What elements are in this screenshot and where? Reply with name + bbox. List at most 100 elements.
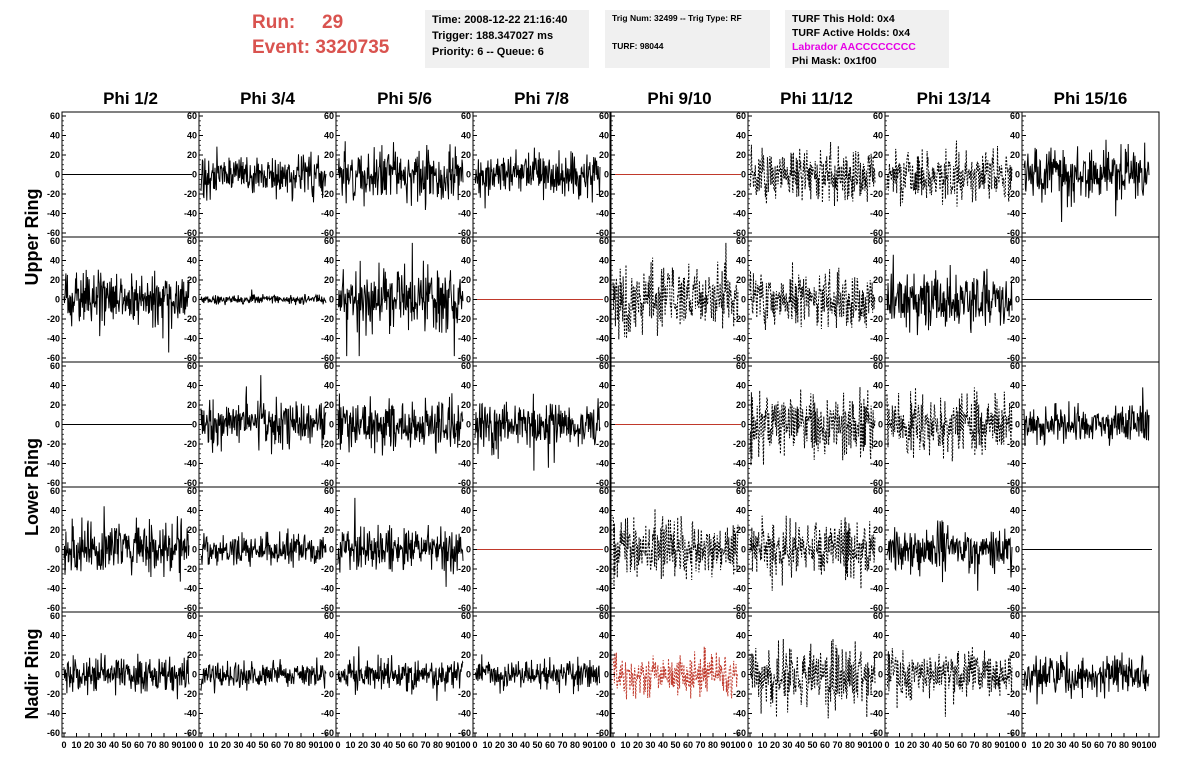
y-tick-label: 20	[1010, 650, 1020, 660]
y-tick-label: -20	[733, 314, 746, 324]
waveform-trace	[337, 497, 464, 587]
y-tick-label: 40	[1010, 256, 1020, 266]
y-tick-label: -20	[870, 314, 883, 324]
y-tick-label: 40	[873, 506, 883, 516]
x-tick-label: 20	[495, 740, 505, 750]
y-tick-label: -20	[596, 189, 609, 199]
y-tick-label: -60	[596, 728, 609, 738]
y-tick-label: 40	[599, 506, 609, 516]
y-tick-label: 20	[736, 525, 746, 535]
x-tick-label: 70	[1106, 740, 1116, 750]
y-tick-label: 0	[466, 295, 471, 305]
y-tick-label: -40	[184, 709, 197, 719]
waveform-trace	[200, 289, 327, 306]
waveform-trace	[337, 393, 464, 456]
y-tick-label: 20	[187, 400, 197, 410]
y-tick-label: -40	[47, 459, 60, 469]
column-title: Phi 3/4	[240, 89, 295, 108]
y-tick-label: -20	[1007, 564, 1020, 574]
x-tick-label: 40	[520, 740, 530, 750]
y-tick-label: 20	[736, 275, 746, 285]
y-tick-label: -40	[321, 209, 334, 219]
x-tick-label: 90	[582, 740, 592, 750]
y-tick-label: 20	[324, 400, 334, 410]
y-tick-label: -60	[458, 728, 471, 738]
event-label: Event:	[252, 37, 311, 58]
time-info-box: Time: 2008-12-22 21:16:40 Trigger: 188.3…	[425, 10, 589, 68]
y-tick-label: -40	[458, 584, 471, 594]
x-tick-label: 60	[957, 740, 967, 750]
x-tick-label: 70	[969, 740, 979, 750]
y-tick-label: 0	[1015, 420, 1020, 430]
waveform-trace	[749, 515, 876, 591]
waveform-trace	[1023, 139, 1150, 223]
y-tick-label: -20	[733, 564, 746, 574]
y-tick-label: -60	[733, 478, 746, 488]
y-tick-label: -20	[1007, 314, 1020, 324]
y-tick-label: 40	[873, 131, 883, 141]
waveform-trace	[63, 653, 190, 700]
x-tick-label: 0	[884, 740, 889, 750]
y-tick-label: 20	[599, 275, 609, 285]
y-tick-label: -40	[1007, 209, 1020, 219]
event-value: 3320735	[315, 37, 390, 58]
y-tick-label: -60	[733, 728, 746, 738]
waveform-trace	[886, 387, 1013, 462]
y-tick-label: 40	[461, 631, 471, 641]
x-tick-label: 10	[1031, 740, 1041, 750]
y-tick-label: -20	[321, 564, 334, 574]
y-tick-label: -20	[596, 689, 609, 699]
y-tick-label: 20	[599, 150, 609, 160]
y-tick-label: -40	[870, 209, 883, 219]
y-tick-label: 0	[741, 295, 746, 305]
y-tick-label: 0	[741, 420, 746, 430]
x-tick-label: 40	[246, 740, 256, 750]
y-tick-label: 40	[324, 506, 334, 516]
y-tick-label: 0	[192, 170, 197, 180]
y-tick-label: -40	[184, 584, 197, 594]
y-tick-label: 0	[329, 295, 334, 305]
y-tick-label: -60	[870, 603, 883, 613]
y-tick-label: 0	[55, 545, 60, 555]
column-title: Phi 9/10	[647, 89, 711, 108]
y-tick-label: -20	[733, 439, 746, 449]
turf-text: TURF: 98044	[612, 41, 664, 51]
x-tick-label: 100	[867, 740, 882, 750]
y-tick-label: 0	[604, 295, 609, 305]
y-tick-label: 60	[324, 361, 334, 371]
y-tick-label: 0	[192, 420, 197, 430]
x-tick-label: 90	[445, 740, 455, 750]
x-tick-label: 60	[271, 740, 281, 750]
x-tick-label: 20	[770, 740, 780, 750]
y-tick-label: -40	[596, 709, 609, 719]
x-tick-label: 40	[795, 740, 805, 750]
x-tick-label: 90	[1131, 740, 1141, 750]
y-tick-label: -40	[596, 334, 609, 344]
y-tick-label: 40	[50, 381, 60, 391]
y-tick-label: 0	[741, 545, 746, 555]
y-tick-label: -40	[47, 584, 60, 594]
x-tick-label: 40	[1069, 740, 1079, 750]
waveform-trace	[337, 646, 464, 701]
y-tick-label: 60	[461, 611, 471, 621]
y-tick-label: 20	[873, 150, 883, 160]
y-tick-label: -60	[458, 228, 471, 238]
y-tick-label: -60	[321, 353, 334, 363]
x-tick-label: 100	[1141, 740, 1156, 750]
y-tick-label: 40	[873, 381, 883, 391]
y-tick-label: -40	[870, 584, 883, 594]
y-tick-label: -20	[870, 564, 883, 574]
y-tick-label: 60	[736, 486, 746, 496]
y-tick-label: 20	[599, 400, 609, 410]
x-tick-label: 10	[482, 740, 492, 750]
x-tick-label: 0	[747, 740, 752, 750]
x-tick-label: 100	[592, 740, 607, 750]
trigger-text: Trigger: 188.347027 ms	[432, 30, 554, 42]
y-tick-label: 0	[466, 170, 471, 180]
y-tick-label: 40	[324, 631, 334, 641]
y-tick-label: -40	[47, 709, 60, 719]
y-tick-label: -40	[870, 459, 883, 469]
x-tick-label: 20	[907, 740, 917, 750]
y-tick-label: -20	[596, 439, 609, 449]
y-tick-label: 40	[50, 256, 60, 266]
